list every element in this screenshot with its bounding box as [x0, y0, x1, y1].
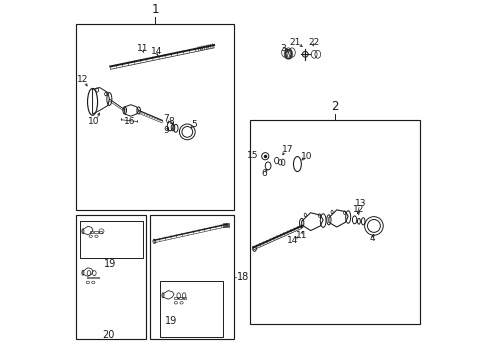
Bar: [87, 277, 90, 279]
Text: 4: 4: [369, 234, 375, 243]
Bar: [90, 231, 93, 233]
Bar: [80, 221, 142, 258]
Text: 3: 3: [279, 44, 285, 53]
Text: 5: 5: [190, 120, 196, 129]
Text: 18: 18: [236, 272, 248, 282]
Text: 8: 8: [168, 117, 174, 126]
Text: 17: 17: [281, 145, 292, 154]
Text: 10: 10: [300, 152, 312, 161]
Bar: [76, 215, 146, 338]
Bar: [76, 24, 233, 210]
Text: 19: 19: [165, 316, 177, 327]
Text: 14: 14: [286, 236, 298, 245]
Bar: [183, 297, 185, 299]
Text: 11: 11: [295, 231, 307, 240]
Text: 20: 20: [102, 330, 115, 340]
Text: 19: 19: [104, 259, 116, 269]
Text: 11: 11: [137, 44, 148, 53]
Text: 14: 14: [151, 47, 162, 56]
Bar: [94, 231, 97, 233]
Text: 7: 7: [163, 114, 169, 123]
Text: 13: 13: [355, 199, 366, 208]
Text: 15: 15: [246, 151, 258, 160]
Bar: [96, 277, 99, 279]
Text: 12: 12: [77, 75, 88, 84]
Text: 21: 21: [288, 38, 300, 47]
Bar: [178, 297, 181, 299]
Text: 12: 12: [352, 205, 363, 214]
Bar: [160, 282, 223, 337]
Text: 9: 9: [163, 126, 169, 135]
Bar: [249, 121, 419, 324]
Bar: [91, 277, 95, 279]
Bar: [99, 231, 102, 233]
Text: 1: 1: [151, 3, 159, 16]
Text: 10: 10: [88, 117, 99, 126]
Text: 2: 2: [330, 100, 338, 113]
Text: 16: 16: [123, 117, 135, 126]
Bar: [174, 297, 177, 299]
Bar: [149, 215, 233, 338]
Text: 6: 6: [261, 169, 266, 178]
Text: 22: 22: [307, 38, 319, 47]
